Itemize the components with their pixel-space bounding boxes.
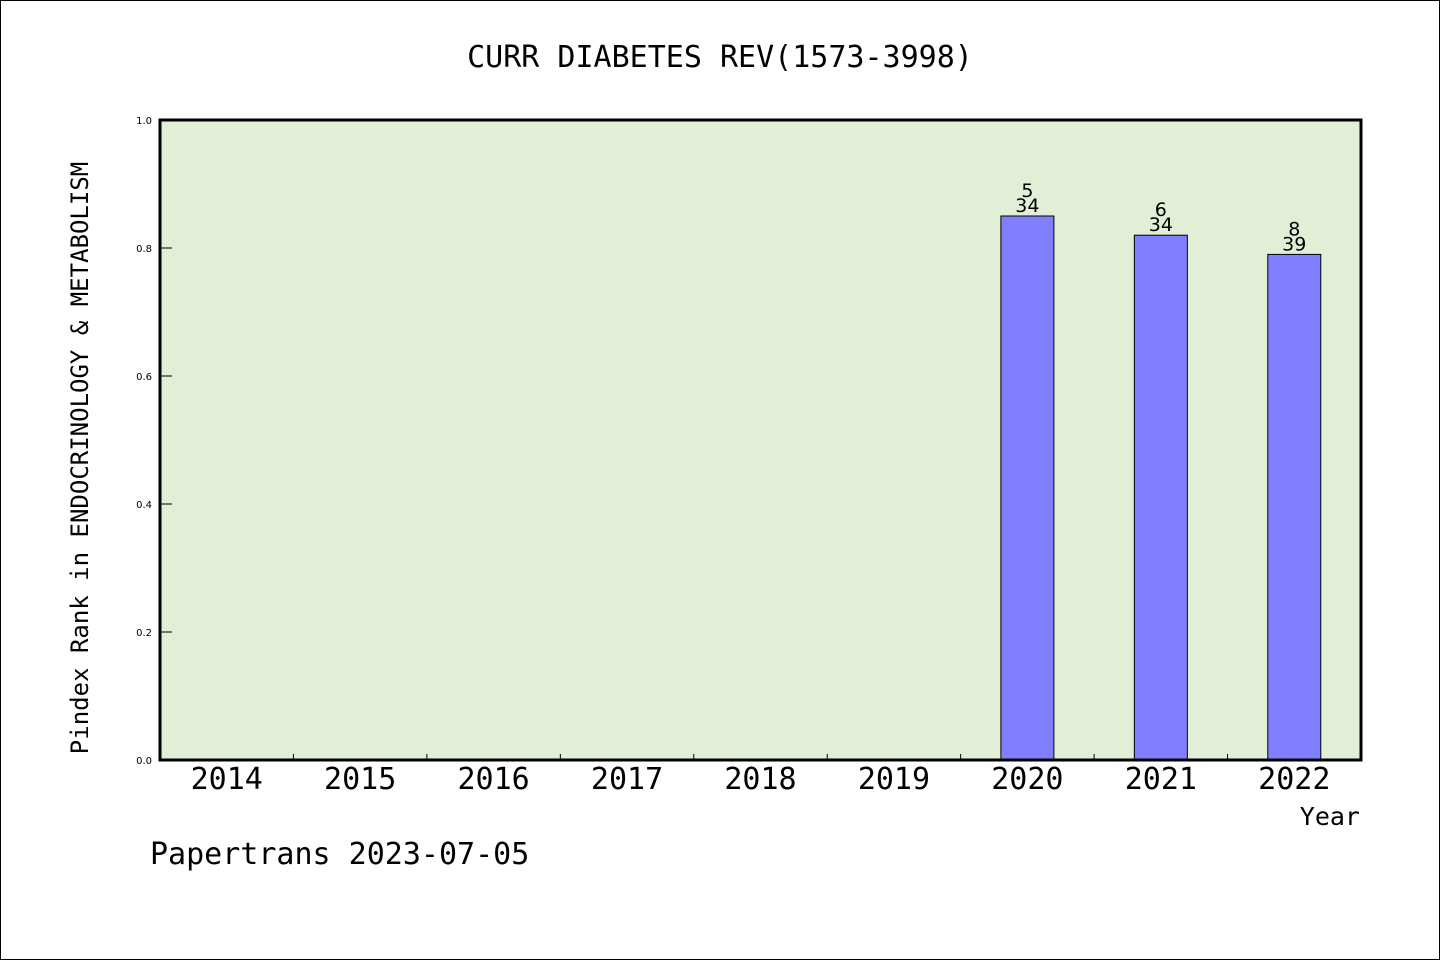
x-tick-label: 2015 [324, 762, 396, 797]
bar-label-total: 34 [1015, 195, 1039, 217]
plot-border [158, 118, 1363, 762]
x-tick-label: 2020 [991, 762, 1063, 797]
y-tick-label: 0.2 [136, 628, 152, 639]
x-axis-label: Year [1300, 802, 1360, 831]
bar [1000, 215, 1055, 761]
y-tick-label: 0.0 [136, 756, 152, 767]
bar-label-rank: 8 [1288, 218, 1300, 240]
y-tick-label: 1.0 [136, 116, 152, 127]
bars-group: 534 634 839 [1000, 180, 1322, 761]
bar [1267, 253, 1322, 761]
bar-label-total: 34 [1149, 214, 1173, 236]
x-tick-label: 2019 [858, 762, 930, 797]
x-axis: 2014 2015 2016 2017 2018 2019 2020 2021 2022 [191, 754, 1330, 797]
x-tick-label: 2016 [457, 762, 529, 797]
chart-title: CURR DIABETES REV(1573-3998) [467, 40, 973, 75]
x-tick-label: 2021 [1125, 762, 1197, 797]
bar-label-rank: 5 [1021, 180, 1033, 202]
x-tick-label: 2014 [191, 762, 263, 797]
x-tick-label: 2022 [1258, 762, 1330, 797]
x-tick-label: 2018 [724, 762, 796, 797]
bar-label-total: 39 [1282, 233, 1306, 255]
y-tick-label: 0.6 [136, 372, 152, 383]
y-axis-label: Pindex Rank in ENDOCRINOLOGY & METABOLIS… [66, 162, 94, 754]
y-tick-label: 0.4 [136, 500, 152, 511]
footer-credit: Papertrans 2023-07-05 [150, 837, 529, 872]
bar-label-rank: 6 [1155, 199, 1167, 221]
y-tick-label: 0.8 [136, 244, 152, 255]
bar [1133, 234, 1188, 761]
x-tick-label: 2017 [591, 762, 663, 797]
